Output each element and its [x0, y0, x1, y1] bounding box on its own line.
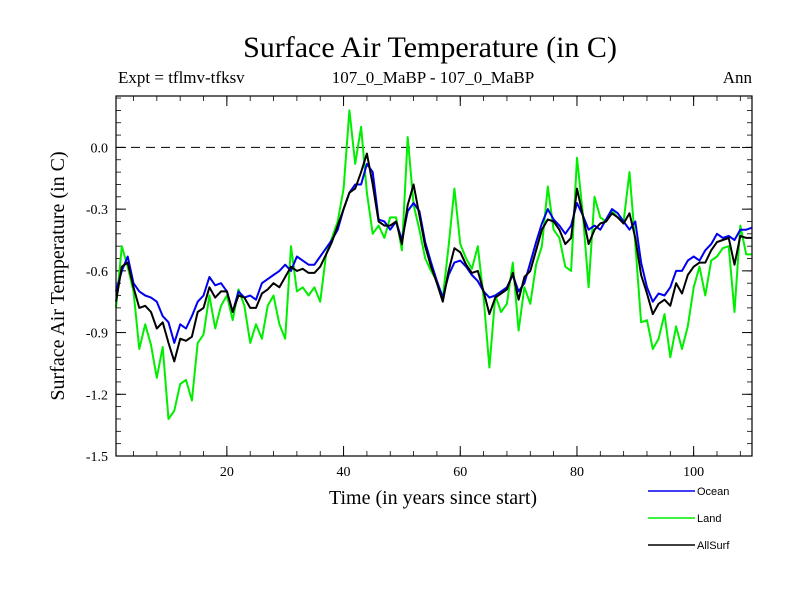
period-label: 107_0_MaBP - 107_0_MaBP — [332, 68, 534, 87]
y-tick-label: -1.2 — [86, 388, 108, 403]
y-axis-label: Surface Air Temperature (in C) — [47, 151, 69, 400]
x-tick-label: 20 — [220, 465, 234, 480]
x-tick-label: 60 — [453, 465, 467, 480]
y-tick-label: -0.9 — [86, 327, 108, 342]
y-tick-label: 0.0 — [91, 141, 109, 156]
experiment-label: Expt = tflmv-tfksv — [118, 68, 245, 87]
y-tick-label: -0.3 — [86, 203, 108, 218]
legend-label-ocean: Ocean — [697, 486, 729, 498]
plot-frame — [115, 95, 753, 457]
x-tick-label: 100 — [683, 465, 704, 480]
x-tick-label: 80 — [570, 465, 584, 480]
legend: Ocean Land AllSurf — [648, 486, 730, 552]
series-line-land — [115, 109, 752, 420]
season-label: Ann — [723, 68, 753, 87]
series-line-allsurf — [115, 152, 752, 363]
x-axis-label: Time (in years since start) — [329, 487, 537, 509]
series-layer — [115, 109, 753, 420]
y-tick-label: -1.5 — [86, 450, 108, 465]
x-tick-label: 40 — [337, 465, 351, 480]
chart-title: Surface Air Temperature (in C) — [243, 31, 617, 64]
legend-label-land: Land — [697, 513, 721, 525]
series-line-ocean — [115, 162, 753, 344]
y-tick-label: -0.6 — [86, 265, 108, 280]
tick-labels-layer: 0.0 -0.3 -0.6 -0.9 -1.2 -1.5 20 40 60 80 100 — [86, 141, 704, 480]
legend-label-allsurf: AllSurf — [697, 540, 730, 552]
